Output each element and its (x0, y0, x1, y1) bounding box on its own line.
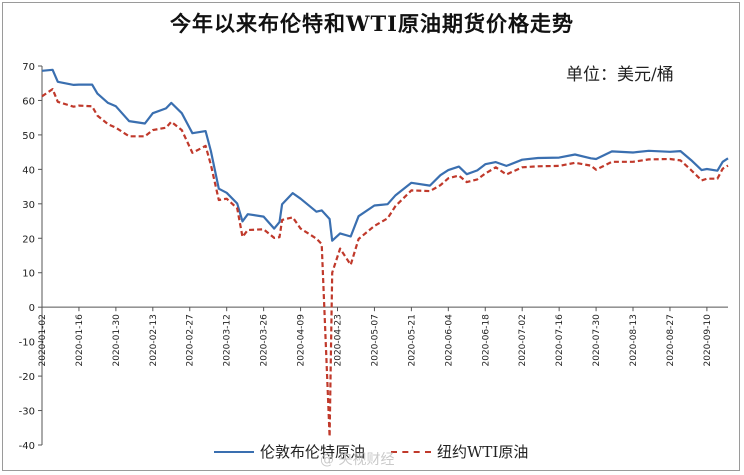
series-line-brent (41, 68, 729, 242)
y-tick-label: 50 (22, 131, 35, 142)
series-line-wti (41, 87, 729, 438)
x-tick-label: 2020-05-21 (407, 314, 417, 366)
y-tick-label: -20 (19, 372, 35, 383)
unit-label: 单位：美元/桶 (566, 65, 674, 85)
y-tick-label: 20 (22, 234, 35, 245)
x-tick-label: 2020-02-27 (186, 314, 196, 366)
legend-label-brent: 伦敦布伦特原油 (260, 443, 366, 461)
x-tick-label: 2020-02-13 (149, 314, 159, 366)
y-tick-label: 0 (29, 303, 35, 314)
y-tick-label: 70 (22, 62, 35, 73)
x-tick-label: 2020-01-02 (38, 314, 48, 366)
legend-item-brent: 伦敦布伦特原油 (214, 441, 365, 462)
x-tick-label: 2020-07-16 (555, 314, 565, 367)
x-tick-label: 2020-03-12 (223, 314, 233, 366)
legend-label-wti: 纽约WTI原油 (437, 443, 529, 461)
y-tick-label: -40 (19, 441, 35, 452)
x-tick-label: 2020-06-18 (481, 314, 491, 367)
y-tick-label: 30 (22, 200, 35, 211)
watermark: @ 央视财经 (320, 452, 395, 468)
x-tick-label: 2020-05-07 (370, 314, 380, 366)
x-tick-label: 2020-07-02 (518, 314, 528, 366)
y-tick-label: 40 (22, 165, 35, 176)
y-tick-label: 60 (22, 96, 35, 107)
x-tick-label: 2020-01-16 (75, 314, 85, 367)
x-tick-label: 2020-06-04 (444, 314, 454, 367)
legend-swatch-wti (391, 450, 432, 453)
chart-frame (2, 2, 740, 471)
legend-item-wti: 纽约WTI原油 (391, 441, 528, 462)
x-tick-label: 2020-09-10 (703, 314, 713, 367)
x-tick-label: 2020-08-13 (629, 314, 639, 366)
chart-title: 今年以来布伦特和WTI原油期货价格走势 (169, 11, 575, 36)
x-tick-label: 2020-03-26 (260, 314, 270, 367)
x-tick-label: 2020-07-30 (592, 314, 602, 367)
y-tick-label: -10 (19, 338, 35, 349)
x-tick-label: 2020-04-23 (334, 314, 344, 366)
y-tick-label: 10 (22, 269, 35, 280)
legend-swatch-brent (214, 450, 254, 453)
chart-legend: 伦敦布伦特原油 纽约WTI原油 (214, 441, 554, 462)
y-tick-label: -30 (19, 407, 35, 418)
x-tick-label: 2020-01-30 (112, 314, 122, 367)
x-tick-label: 2020-08-27 (666, 314, 676, 366)
x-tick-label: 2020-04-09 (297, 314, 307, 367)
